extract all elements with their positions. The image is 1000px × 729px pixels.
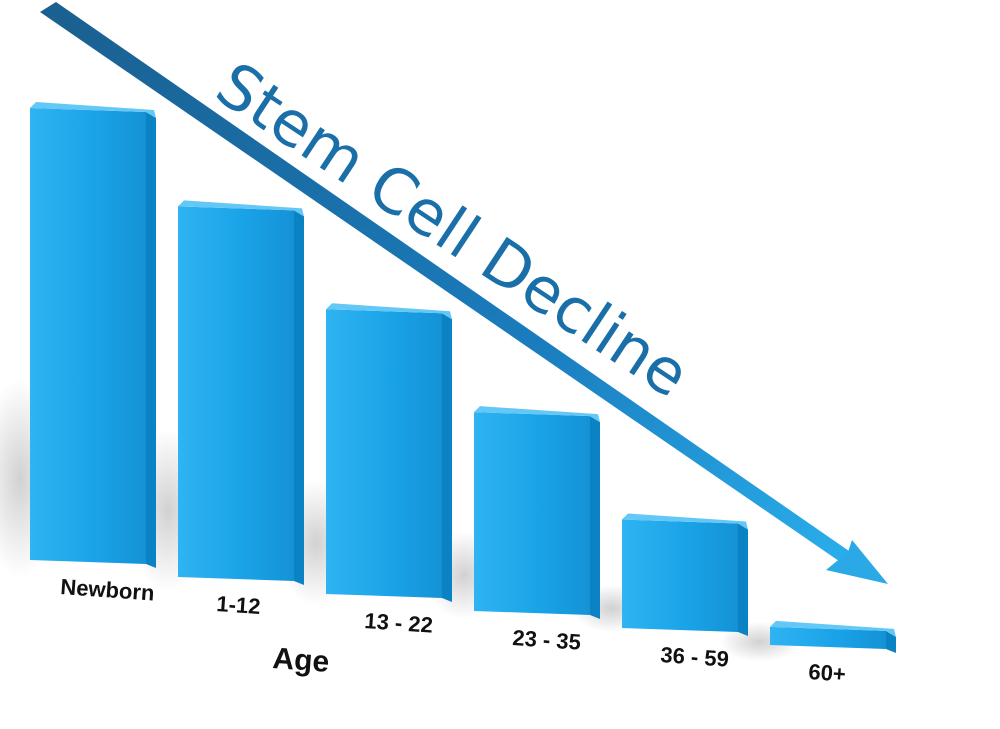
bar-side-face [442,313,452,602]
trend-arrow-head [826,540,888,584]
x-tick-label: 60+ [808,659,847,687]
bar-front-face [474,412,590,615]
bars-group [30,102,896,653]
bar-side-face [590,416,600,619]
x-tick-label: 23 - 35 [512,625,582,655]
bar-top-face [326,303,452,320]
bar-side-face [738,523,748,636]
bar-front-face [326,309,442,598]
bar-top-face [622,513,748,530]
bar [30,102,156,568]
x-tick-label: Newborn [60,574,156,606]
bar-side-face [886,630,896,653]
trend-arrow [40,2,888,584]
bar [622,513,748,636]
tick-labels-group: Newborn 1-12 13 - 22 23 - 35 36 - 59 60+ [60,574,847,687]
bar-front-face [178,206,294,582]
bar-side-face [146,112,156,568]
bar-top-face [474,406,600,423]
bar-front-face [770,626,886,649]
bar-top-face [30,102,156,118]
x-tick-label: 13 - 22 [364,608,434,638]
x-axis-label: Age [272,642,331,679]
bar [326,303,452,602]
bar [178,200,304,586]
bar-top-face [178,200,304,217]
x-tick-label: 36 - 59 [660,642,730,672]
bar-front-face [622,519,738,632]
trend-arrow-shaft [40,2,862,570]
bar-side-face [294,210,304,586]
bar [474,406,600,619]
bar-front-face [30,108,146,564]
bar [770,620,896,653]
x-tick-label: 1-12 [216,591,262,619]
bar-top-face [770,620,896,637]
